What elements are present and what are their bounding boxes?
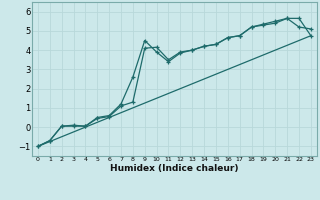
X-axis label: Humidex (Indice chaleur): Humidex (Indice chaleur) [110,164,239,173]
